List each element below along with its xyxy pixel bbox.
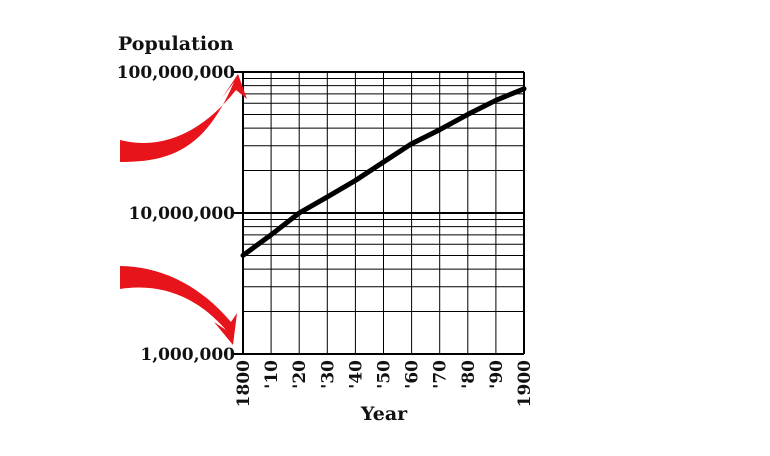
y-tick-label: 10,000,000: [129, 204, 236, 224]
x-tick-label: '50: [375, 360, 395, 389]
x-tick-label: '70: [431, 360, 451, 389]
x-tick-label: '10: [262, 360, 282, 389]
x-tick-label: 1900: [515, 360, 535, 407]
x-tick-label: '30: [318, 360, 338, 389]
x-tick-label: '90: [487, 360, 507, 389]
red-arrow-lower: [120, 266, 237, 345]
x-tick-label: 1800: [234, 360, 254, 407]
x-tick-label: '60: [403, 360, 423, 389]
red-arrow-upper: [120, 74, 247, 162]
x-tick-label: '80: [459, 360, 479, 389]
y-axis-label: Population: [118, 33, 234, 55]
labels: Population Year 1,000,000 10,000,000 100,0…: [117, 33, 535, 425]
x-axis-label: Year: [360, 403, 408, 425]
x-tick-label: '40: [346, 360, 366, 389]
x-tick-label: '20: [290, 360, 310, 389]
y-tick-label: 100,000,000: [117, 63, 235, 83]
y-tick-label: 1,000,000: [140, 345, 235, 365]
grid: [233, 72, 524, 354]
